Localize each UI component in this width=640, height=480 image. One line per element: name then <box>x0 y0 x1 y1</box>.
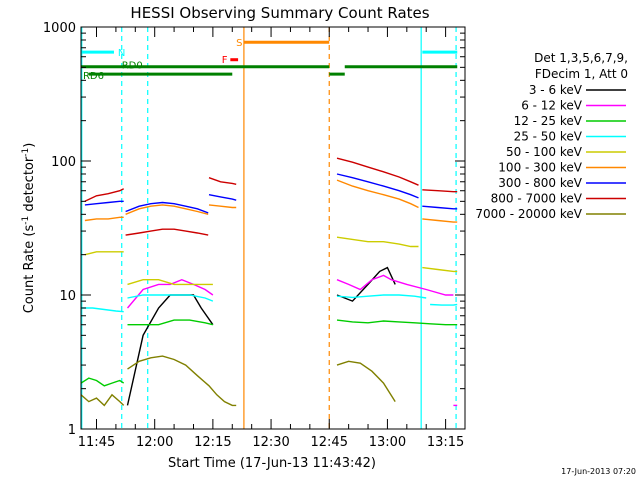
series-3-segment-1 <box>127 294 214 302</box>
series-lines <box>80 157 458 407</box>
x-tick-label: 12:30 <box>252 435 289 450</box>
flag-label-n: N <box>118 48 125 59</box>
legend-entry-label-0: 3 - 6 keV <box>529 83 583 97</box>
y-axis-label-sup2: -1 <box>21 148 31 157</box>
x-tick-label: 12:00 <box>136 435 173 450</box>
series-5-segment-4 <box>422 218 458 223</box>
series-6-segment-4 <box>422 205 458 210</box>
legend-entry-label-3: 25 - 50 keV <box>514 130 583 144</box>
series-8-segment-1 <box>127 355 237 407</box>
y-tick-label: 100 <box>51 155 76 170</box>
series-6-segment-0 <box>84 200 124 206</box>
series-2-segment-0 <box>80 377 125 387</box>
y-axis-label-main: Count Rate (s <box>22 225 37 314</box>
x-axis: 11:45 12:00 12:15 12:30 12:45 13:00 13:15 <box>78 27 466 450</box>
y-tick-label: 1 <box>68 423 76 438</box>
series-5-segment-3 <box>336 179 419 209</box>
series-7-segment-1 <box>125 228 209 236</box>
y-tick-label: 1000 <box>43 21 76 36</box>
x-tick-label: 13:00 <box>369 435 406 450</box>
series-4-segment-2 <box>336 236 419 248</box>
y-tick-label: 10 <box>59 289 76 304</box>
legend: Det 1,3,5,6,7,9, FDecim 1, Att 0 3 - 6 k… <box>475 51 628 221</box>
series-1-segment-1 <box>336 274 454 296</box>
series-3-segment-3 <box>430 303 458 306</box>
y-axis-label-sup1: -1 <box>21 216 31 225</box>
series-5-segment-1 <box>125 204 209 215</box>
series-3-segment-0 <box>81 307 124 313</box>
series-2-segment-2 <box>336 319 458 326</box>
flag-label-rd0: RD0 <box>122 60 143 71</box>
x-tick-label: 12:45 <box>311 435 348 450</box>
flag-label-rd6: RD6 <box>83 71 104 82</box>
flag-label-s: S <box>236 38 242 49</box>
footer-timestamp: 17-Jun-2013 07:20 <box>561 467 636 476</box>
legend-entry-label-5: 100 - 300 keV <box>498 161 582 175</box>
series-7-segment-3 <box>336 157 419 186</box>
series-8-segment-2 <box>336 360 396 402</box>
series-4-segment-3 <box>422 266 458 273</box>
series-1-segment-0 <box>126 278 214 309</box>
series-4-segment-0 <box>84 251 124 256</box>
flag-label-f: F <box>222 55 228 66</box>
legend-header-1: Det 1,3,5,6,7,9, <box>534 51 628 65</box>
series-8-segment-0 <box>80 393 125 407</box>
x-tick-label: 12:15 <box>194 435 231 450</box>
legend-entry-label-7: 800 - 7000 keV <box>491 192 583 206</box>
x-axis-label: Start Time (17-Jun-13 11:43:42) <box>168 456 376 471</box>
vertical-markers <box>81 27 457 429</box>
series-7-segment-2 <box>208 177 237 185</box>
series-5-segment-2 <box>208 204 237 209</box>
series-6-segment-2 <box>208 194 237 201</box>
y-axis-label-mid: detector <box>22 156 37 216</box>
x-tick-label: 11:45 <box>78 435 115 450</box>
y-axis-label-end: ) <box>22 143 37 148</box>
legend-entry-label-6: 300 - 800 keV <box>498 176 582 190</box>
series-0-segment-0 <box>126 294 214 406</box>
plot-frame <box>80 26 466 430</box>
series-2-segment-1 <box>127 319 214 326</box>
y-axis-label: Count Rate (s-1 detector-1) <box>21 143 37 314</box>
series-7-segment-4 <box>422 189 458 193</box>
chart-title: HESSI Observing Summary Count Rates <box>130 4 429 22</box>
legend-header-2: FDecim 1, Att 0 <box>535 67 628 81</box>
legend-entry-label-4: 50 - 100 keV <box>506 145 583 159</box>
x-tick-label: 13:15 <box>427 435 464 450</box>
state-flags: N SF RD0 RD6 <box>81 38 458 82</box>
legend-entry-label-8: 7000 - 20000 keV <box>475 207 582 221</box>
series-6-segment-1 <box>125 201 209 214</box>
series-0-segment-1 <box>336 266 396 302</box>
y-axis: 1 10 100 1000 <box>43 21 465 438</box>
legend-entry-label-1: 6 - 12 keV <box>521 99 583 113</box>
series-5-segment-0 <box>84 216 124 222</box>
series-6-segment-3 <box>336 173 419 199</box>
series-4-segment-1 <box>127 279 213 286</box>
series-7-segment-0 <box>84 188 125 202</box>
legend-entry-label-2: 12 - 25 keV <box>514 114 583 128</box>
series-3-segment-2 <box>336 294 427 299</box>
